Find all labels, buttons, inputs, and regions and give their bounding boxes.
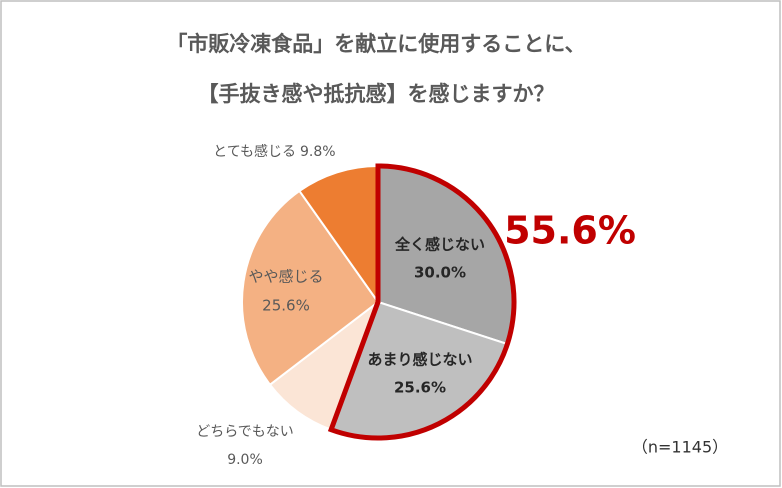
pie-slice: [241, 189, 380, 387]
value-label: 9.8%: [300, 144, 336, 160]
slice-label: 全く感じない: [394, 236, 485, 254]
slice-label: やや感じる: [248, 268, 323, 286]
slice-label: とても感じる: [213, 143, 296, 160]
annotation: 55.6%: [504, 209, 636, 253]
value-label: 25.6%: [262, 297, 310, 315]
slice-label: どちらでもない: [196, 424, 294, 440]
chart-title: 「市販冷凍食品」を献立に使用することに、: [166, 32, 585, 56]
slice-label: あまり感じない: [367, 351, 472, 369]
sample-note: （n=1145）: [632, 438, 728, 457]
value-label: 30.0%: [414, 264, 466, 282]
highlight-outline: [327, 163, 517, 441]
chart-title: 【手抜き感や抵抗感】を感じますか？: [198, 82, 555, 106]
value-label: 9.0%: [227, 452, 263, 468]
value-label: 25.6%: [394, 379, 446, 397]
